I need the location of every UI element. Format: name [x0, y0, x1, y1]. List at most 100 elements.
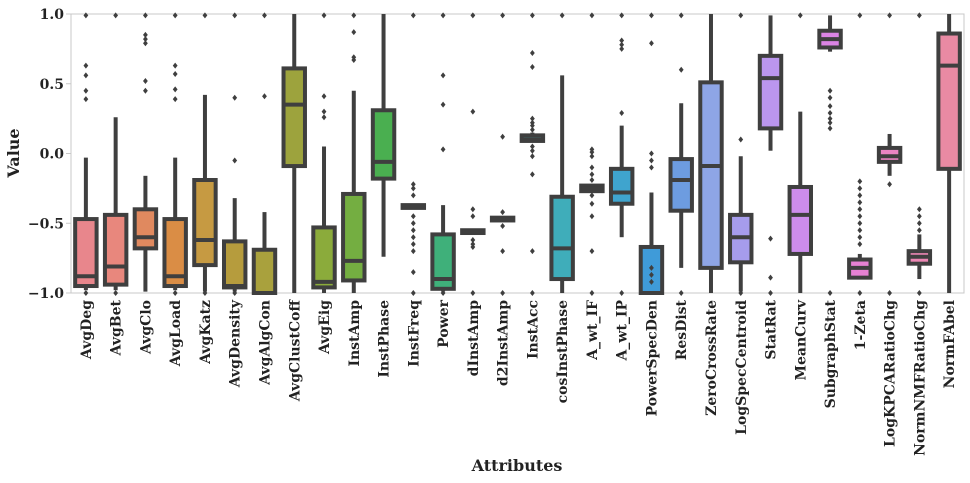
flier-point — [232, 94, 238, 101]
flier-point — [529, 248, 535, 255]
flier-point — [410, 213, 416, 220]
flier-point — [529, 115, 535, 122]
box-iqr — [341, 191, 367, 283]
flier-point — [916, 220, 922, 227]
x-tick-label: AvgEig — [317, 300, 333, 355]
flier-point — [262, 93, 267, 100]
box-iqr — [222, 239, 248, 290]
x-tick-label: PowerSpecDen — [644, 300, 660, 416]
flier-point — [143, 36, 148, 43]
flier-point — [589, 12, 595, 19]
y-axis-ticks: 1.0 0.5 0.0 −0.5 −1.0 — [28, 7, 71, 302]
flier-point — [232, 157, 238, 164]
flier-point — [83, 290, 89, 296]
box-iqr — [757, 53, 784, 131]
y-tick-label: 1.0 — [40, 7, 65, 23]
flier-point — [738, 290, 744, 296]
flier-point — [887, 181, 892, 188]
flier-point — [649, 164, 654, 171]
flier-point — [83, 87, 89, 94]
x-tick-label: Power — [436, 299, 452, 347]
flier-point — [529, 122, 535, 129]
flier-point — [500, 290, 506, 296]
plot-area — [70, 13, 965, 294]
flier-point — [500, 12, 506, 19]
flier-point — [529, 290, 535, 296]
flier-point — [827, 119, 833, 126]
x-tick-label: ResDist — [674, 299, 690, 360]
flier-point — [857, 213, 863, 220]
flier-point — [470, 12, 476, 19]
flier-point — [887, 12, 892, 19]
box-avgeig — [311, 12, 337, 293]
y-axis-title: Value — [4, 128, 23, 178]
flier-point — [619, 45, 625, 52]
box-iqr — [787, 184, 813, 256]
flier-point — [916, 227, 922, 234]
flier-point — [678, 66, 684, 73]
flier-point — [768, 274, 773, 281]
flier-point — [321, 12, 327, 19]
flier-point — [589, 171, 595, 178]
x-tick-label: LogSpecCentroid — [734, 300, 750, 435]
flier-point — [589, 213, 595, 220]
flier-point — [738, 12, 744, 19]
flier-point — [916, 290, 922, 296]
flier-point — [857, 185, 863, 192]
box-iqr — [311, 225, 337, 290]
flier-point — [410, 248, 416, 255]
flier-point — [619, 37, 625, 44]
box-instacc — [519, 12, 546, 296]
flier-point — [410, 227, 416, 234]
x-tick-label: NormNMFRatioChg — [912, 300, 928, 456]
box-iqr — [370, 108, 397, 181]
flier-point — [262, 12, 267, 19]
x-tick-label: InstFreq — [406, 300, 422, 367]
box-iqr — [936, 31, 962, 171]
flier-point — [529, 126, 535, 133]
box-avgclo — [132, 12, 159, 292]
flier-point — [857, 192, 863, 199]
x-tick-label: d2InstAmp — [496, 300, 512, 386]
x-tick-label: ZeroCrossRate — [704, 300, 720, 416]
flier-point — [649, 12, 654, 19]
flier-point — [857, 290, 863, 296]
flier-point — [440, 290, 446, 296]
x-tick-label: AvgDensity — [228, 299, 244, 388]
box-iqr — [132, 207, 159, 251]
flier-point — [827, 87, 833, 94]
flier-point — [172, 290, 178, 296]
flier-point — [500, 209, 506, 216]
flier-point — [857, 234, 863, 241]
flier-point — [857, 241, 863, 248]
box-a-wt-ip — [608, 12, 635, 296]
flier-point — [768, 290, 773, 296]
flier-point — [529, 143, 535, 150]
flier-point — [113, 12, 119, 19]
flier-point — [470, 206, 476, 213]
flier-point — [440, 12, 446, 19]
flier-point — [916, 12, 922, 19]
box-iqr — [162, 217, 188, 289]
flier-point — [916, 213, 922, 220]
flier-point — [589, 149, 595, 156]
flier-point — [797, 12, 803, 19]
box-d2instamp — [489, 12, 516, 296]
flier-point — [83, 62, 89, 69]
flier-point — [410, 234, 416, 241]
box-a-wt-if — [579, 12, 605, 296]
flier-point — [857, 178, 863, 185]
flier-point — [470, 213, 476, 220]
x-tick-label: MeanCurv — [793, 299, 809, 380]
flier-point — [589, 153, 595, 160]
box-power — [430, 12, 456, 296]
flier-point — [232, 290, 238, 296]
x-tick-label: AvgClo — [138, 300, 154, 355]
flier-point — [589, 192, 595, 199]
flier-point — [351, 29, 357, 36]
box-iqr — [251, 247, 278, 296]
flier-point — [589, 200, 595, 207]
x-tick-label: AvgKatz — [198, 300, 214, 365]
flier-point — [768, 235, 773, 242]
box-avgbet — [102, 12, 129, 296]
